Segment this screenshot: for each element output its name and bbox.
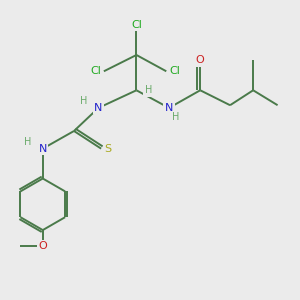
Text: H: H [24,137,32,147]
Text: O: O [38,242,47,251]
Text: Cl: Cl [90,66,101,76]
Text: H: H [80,96,87,106]
Text: H: H [145,85,152,95]
Text: O: O [196,56,205,65]
Text: Cl: Cl [131,20,142,30]
Text: N: N [39,144,47,154]
Text: Cl: Cl [169,66,180,76]
Text: N: N [94,103,103,113]
Text: H: H [172,112,179,122]
Text: S: S [104,144,111,154]
Text: N: N [165,103,173,113]
